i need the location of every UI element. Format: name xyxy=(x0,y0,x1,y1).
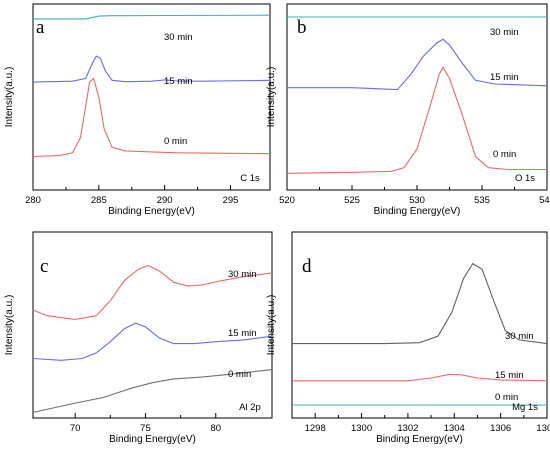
series-label: 30 min xyxy=(164,32,193,43)
x-tick-label: 1302 xyxy=(397,423,418,434)
x-tick-label: 1308 xyxy=(536,423,550,434)
series-label: 30 min xyxy=(505,331,534,342)
x-tick-label: 1298 xyxy=(305,423,326,434)
x-tick-label: 295 xyxy=(223,195,239,206)
element-label: O 1s xyxy=(515,173,535,184)
x-tick-label: 530 xyxy=(409,195,425,206)
x-tick-label: 1306 xyxy=(490,423,511,434)
panel-a: 280 285 290 295 30 min 15 min 0 min a C 1s Bindin… xyxy=(4,3,271,217)
series-label: 15 min xyxy=(490,72,519,83)
series-line-30-min xyxy=(33,14,271,20)
series-label: 0 min xyxy=(164,136,187,147)
series-line-0-min xyxy=(32,369,273,413)
panel-d: 1298 1300 1302 1304 1306 1308 30 min 15 min 0 mi… xyxy=(266,231,550,445)
x-tick-label: 280 xyxy=(25,195,41,206)
x-tick-label: 75 xyxy=(140,423,151,434)
x-tick-label: 80 xyxy=(210,423,221,434)
x-tick-label: 540 xyxy=(539,195,550,206)
y-axis-title: Intensity(a.u.) xyxy=(4,295,15,356)
series-label: 15 min xyxy=(495,370,524,381)
series-label: 0 min xyxy=(493,149,516,160)
series-line-30-min xyxy=(292,262,548,345)
series-label: 0 min xyxy=(495,392,518,403)
series-label: 30 min xyxy=(228,269,257,280)
panel-letter: d xyxy=(302,256,312,277)
plot-frame xyxy=(32,3,271,191)
series-label: 15 min xyxy=(228,328,257,339)
y-axis-title: Intensity(a.u.) xyxy=(266,295,277,356)
series-label: 15 min xyxy=(164,76,193,87)
element-label: Al 2p xyxy=(239,402,261,413)
series-line-0-min xyxy=(286,66,547,174)
y-axis-title: Intensity(a.u.) xyxy=(4,67,15,128)
panel-b: 520 525 530 535 540 30 min 15 min 0 min b O 1s Bin… xyxy=(266,3,550,217)
x-axis-title: Binding Energy(eV) xyxy=(376,434,463,445)
x-tick-label: 1300 xyxy=(351,423,372,434)
series-line-30-min xyxy=(32,264,273,320)
series-line-15-min xyxy=(32,55,271,83)
x-axis-title: Binding Energy(eV) xyxy=(109,434,196,445)
x-axis-title: Binding Energy(eV) xyxy=(108,206,195,217)
x-tick-label: 535 xyxy=(474,195,490,206)
panel-letter: a xyxy=(36,17,45,38)
series-line-0-min xyxy=(32,77,271,158)
series-line-15-min xyxy=(287,38,548,91)
panel-c: 70 75 80 30 min 15 min 0 min c Al 2p Binding Ene… xyxy=(4,231,273,445)
x-tick-label: 285 xyxy=(91,195,107,206)
series-line-15-min xyxy=(292,373,548,382)
x-tick-label: 290 xyxy=(157,195,173,206)
y-axis-title: Intensity(a.u.) xyxy=(266,67,277,128)
x-tick-label: 70 xyxy=(70,423,81,434)
element-label: Mg 1s xyxy=(512,402,538,413)
series-line-15-min xyxy=(32,322,273,361)
plot-frame xyxy=(291,231,548,419)
series-label: 0 min xyxy=(228,369,251,380)
x-tick-label: 1304 xyxy=(444,423,465,434)
panel-letter: b xyxy=(297,17,307,38)
series-label: 30 min xyxy=(490,27,519,38)
x-tick-label: 525 xyxy=(344,195,360,206)
panel-letter: c xyxy=(40,256,48,277)
plot-frame xyxy=(32,231,273,419)
x-tick-label: 520 xyxy=(279,195,295,206)
x-axis-title: Binding Energy(eV) xyxy=(374,206,461,217)
element-label: C 1s xyxy=(240,173,260,184)
